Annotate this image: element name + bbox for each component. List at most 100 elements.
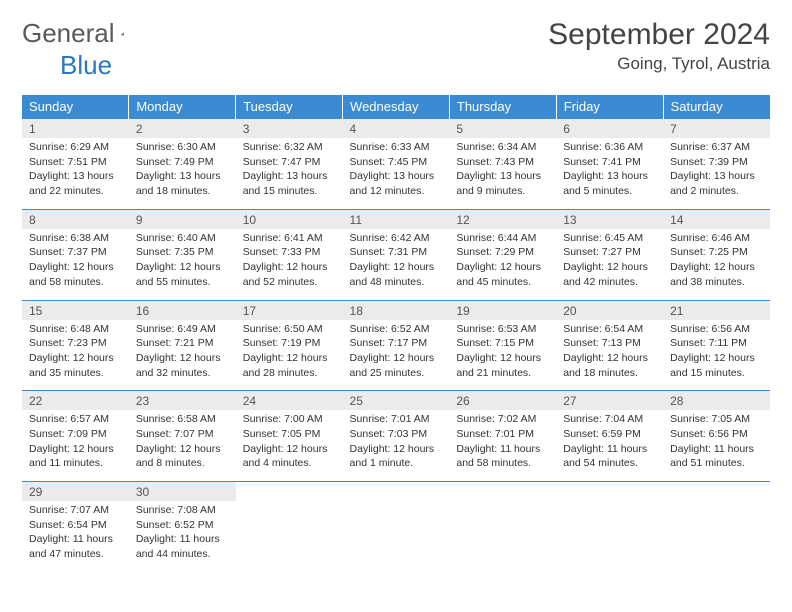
weekday-header: Sunday (22, 95, 129, 119)
day-cell: Sunrise: 7:01 AMSunset: 7:03 PMDaylight:… (343, 410, 450, 481)
day-number: 9 (129, 209, 236, 229)
sunrise-text: Sunrise: 6:36 AM (563, 140, 656, 155)
day-number: 1 (22, 119, 129, 139)
day-cell: Sunrise: 7:02 AMSunset: 7:01 PMDaylight:… (449, 410, 556, 481)
day-cell: Sunrise: 6:46 AMSunset: 7:25 PMDaylight:… (663, 229, 770, 300)
day-cell: Sunrise: 6:36 AMSunset: 7:41 PMDaylight:… (556, 138, 663, 209)
weekday-header: Tuesday (236, 95, 343, 119)
sunset-text: Sunset: 7:33 PM (243, 245, 336, 260)
sunrise-text: Sunrise: 6:42 AM (350, 231, 443, 246)
sunrise-text: Sunrise: 7:07 AM (29, 503, 122, 518)
day-number: 12 (449, 209, 556, 229)
sunset-text: Sunset: 7:51 PM (29, 155, 122, 170)
logo: General (22, 18, 145, 49)
sunrise-text: Sunrise: 6:57 AM (29, 412, 122, 427)
day-cell: Sunrise: 7:05 AMSunset: 6:56 PMDaylight:… (663, 410, 770, 481)
sunrise-text: Sunrise: 7:02 AM (456, 412, 549, 427)
sunset-text: Sunset: 7:35 PM (136, 245, 229, 260)
day-cell: Sunrise: 6:37 AMSunset: 7:39 PMDaylight:… (663, 138, 770, 209)
day-cell: Sunrise: 6:49 AMSunset: 7:21 PMDaylight:… (129, 320, 236, 391)
day-data-row: Sunrise: 6:57 AMSunset: 7:09 PMDaylight:… (22, 410, 770, 481)
weekday-header: Monday (129, 95, 236, 119)
sunrise-text: Sunrise: 6:30 AM (136, 140, 229, 155)
day-cell: Sunrise: 6:38 AMSunset: 7:37 PMDaylight:… (22, 229, 129, 300)
sunrise-text: Sunrise: 6:34 AM (456, 140, 549, 155)
daylight-text: Daylight: 12 hours and 35 minutes. (29, 351, 122, 380)
sunset-text: Sunset: 7:21 PM (136, 336, 229, 351)
weekday-header: Friday (556, 95, 663, 119)
sunrise-text: Sunrise: 6:32 AM (243, 140, 336, 155)
daylight-text: Daylight: 12 hours and 11 minutes. (29, 442, 122, 471)
sunset-text: Sunset: 7:37 PM (29, 245, 122, 260)
day-number: 27 (556, 391, 663, 411)
day-cell: Sunrise: 6:52 AMSunset: 7:17 PMDaylight:… (343, 320, 450, 391)
day-number: 28 (663, 391, 770, 411)
sunset-text: Sunset: 7:45 PM (350, 155, 443, 170)
day-data-row: Sunrise: 6:29 AMSunset: 7:51 PMDaylight:… (22, 138, 770, 209)
day-cell: Sunrise: 6:44 AMSunset: 7:29 PMDaylight:… (449, 229, 556, 300)
sunset-text: Sunset: 7:09 PM (29, 427, 122, 442)
daylight-text: Daylight: 12 hours and 52 minutes. (243, 260, 336, 289)
day-number: 14 (663, 209, 770, 229)
calendar-body: 1234567Sunrise: 6:29 AMSunset: 7:51 PMDa… (22, 119, 770, 572)
sunrise-text: Sunrise: 6:56 AM (670, 322, 763, 337)
day-data-row: Sunrise: 6:48 AMSunset: 7:23 PMDaylight:… (22, 320, 770, 391)
day-number: 22 (22, 391, 129, 411)
sunset-text: Sunset: 7:19 PM (243, 336, 336, 351)
day-cell: Sunrise: 6:53 AMSunset: 7:15 PMDaylight:… (449, 320, 556, 391)
day-number-row: 2930 (22, 482, 770, 502)
day-number: 21 (663, 300, 770, 320)
daylight-text: Daylight: 13 hours and 18 minutes. (136, 169, 229, 198)
sunset-text: Sunset: 7:25 PM (670, 245, 763, 260)
day-number: 20 (556, 300, 663, 320)
day-number (663, 482, 770, 502)
daylight-text: Daylight: 13 hours and 2 minutes. (670, 169, 763, 198)
day-number: 8 (22, 209, 129, 229)
day-number: 4 (343, 119, 450, 139)
day-number: 3 (236, 119, 343, 139)
sunrise-text: Sunrise: 7:04 AM (563, 412, 656, 427)
sunset-text: Sunset: 7:15 PM (456, 336, 549, 351)
daylight-text: Daylight: 12 hours and 1 minute. (350, 442, 443, 471)
sunset-text: Sunset: 7:11 PM (670, 336, 763, 351)
daylight-text: Daylight: 12 hours and 18 minutes. (563, 351, 656, 380)
sunrise-text: Sunrise: 6:40 AM (136, 231, 229, 246)
day-cell (343, 501, 450, 572)
sunrise-text: Sunrise: 6:37 AM (670, 140, 763, 155)
day-cell: Sunrise: 6:54 AMSunset: 7:13 PMDaylight:… (556, 320, 663, 391)
daylight-text: Daylight: 12 hours and 38 minutes. (670, 260, 763, 289)
daylight-text: Daylight: 13 hours and 22 minutes. (29, 169, 122, 198)
sunset-text: Sunset: 6:59 PM (563, 427, 656, 442)
sunrise-text: Sunrise: 6:52 AM (350, 322, 443, 337)
day-number-row: 22232425262728 (22, 391, 770, 411)
sunrise-text: Sunrise: 7:01 AM (350, 412, 443, 427)
sunset-text: Sunset: 7:43 PM (456, 155, 549, 170)
sunrise-text: Sunrise: 6:46 AM (670, 231, 763, 246)
daylight-text: Daylight: 11 hours and 47 minutes. (29, 532, 122, 561)
daylight-text: Daylight: 11 hours and 54 minutes. (563, 442, 656, 471)
day-cell (663, 501, 770, 572)
day-number: 29 (22, 482, 129, 502)
daylight-text: Daylight: 13 hours and 5 minutes. (563, 169, 656, 198)
sunrise-text: Sunrise: 6:50 AM (243, 322, 336, 337)
sunset-text: Sunset: 7:31 PM (350, 245, 443, 260)
daylight-text: Daylight: 12 hours and 15 minutes. (670, 351, 763, 380)
sunrise-text: Sunrise: 7:00 AM (243, 412, 336, 427)
sunrise-text: Sunrise: 7:05 AM (670, 412, 763, 427)
day-number: 19 (449, 300, 556, 320)
sunrise-text: Sunrise: 6:29 AM (29, 140, 122, 155)
sunset-text: Sunset: 7:49 PM (136, 155, 229, 170)
sunrise-text: Sunrise: 6:44 AM (456, 231, 549, 246)
day-number: 26 (449, 391, 556, 411)
day-number: 16 (129, 300, 236, 320)
day-number: 24 (236, 391, 343, 411)
day-number (236, 482, 343, 502)
day-number (449, 482, 556, 502)
daylight-text: Daylight: 12 hours and 32 minutes. (136, 351, 229, 380)
daylight-text: Daylight: 12 hours and 8 minutes. (136, 442, 229, 471)
day-cell: Sunrise: 6:50 AMSunset: 7:19 PMDaylight:… (236, 320, 343, 391)
day-number: 25 (343, 391, 450, 411)
day-number-row: 15161718192021 (22, 300, 770, 320)
day-number: 18 (343, 300, 450, 320)
sunrise-text: Sunrise: 6:48 AM (29, 322, 122, 337)
